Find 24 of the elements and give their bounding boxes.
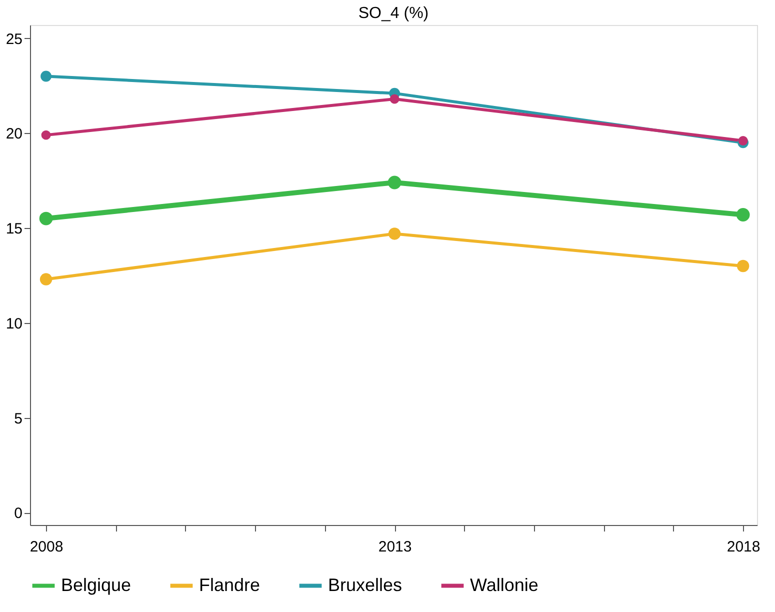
x-tick-label: 2008	[30, 538, 64, 556]
point	[40, 273, 52, 286]
point	[736, 260, 750, 272]
point	[388, 176, 402, 190]
x-tick-label: 2013	[378, 538, 412, 556]
chart-title: SO_4 (%)	[358, 5, 429, 22]
point	[390, 94, 400, 104]
y-tick-label: 20	[6, 126, 22, 143]
x-tick-label: 2018	[726, 538, 760, 556]
y-tick-label: 15	[6, 220, 22, 238]
point	[388, 228, 401, 240]
point	[40, 70, 52, 82]
point	[39, 212, 53, 226]
point	[736, 208, 750, 222]
legend-label: Bruxelles	[328, 574, 402, 595]
legend-label: Belgique	[61, 574, 132, 595]
y-tick-label: 0	[14, 505, 22, 522]
legend-label: Wallonie	[470, 574, 538, 595]
point	[738, 136, 748, 146]
legend-label: Flandre	[199, 574, 260, 595]
y-tick-label: 5	[14, 410, 22, 428]
point	[41, 130, 51, 140]
y-tick-label: 25	[6, 30, 22, 48]
y-tick-label: 10	[6, 315, 22, 332]
